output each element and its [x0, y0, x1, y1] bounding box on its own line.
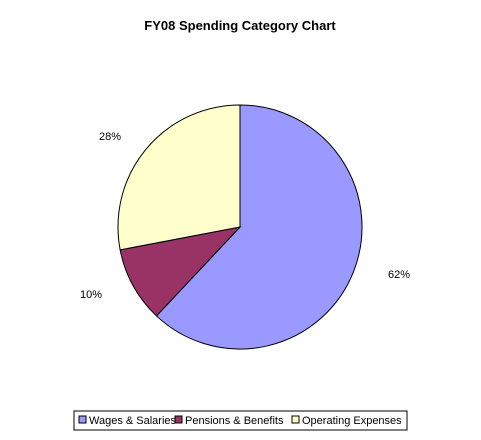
legend-label: Operating Expenses [302, 415, 402, 427]
chart-title: FY08 Spending Category Chart [144, 18, 336, 33]
legend-label: Pensions & Benefits [185, 415, 284, 427]
legend-swatch [174, 415, 183, 424]
legend-swatch [78, 415, 87, 424]
legend: Wages & Salaries Pensions & Benefits Opera… [73, 410, 408, 431]
pie-slice-pensions-benefits [119, 226, 242, 317]
slice-percent-label: 10% [80, 289, 102, 301]
slice-percent-label: 28% [99, 131, 121, 143]
pie-slice-wages-salaries [155, 104, 363, 350]
slice-percent-label: 62% [388, 269, 410, 281]
pie-slice-operating-expenses [117, 104, 241, 251]
pie-slices [117, 104, 363, 350]
legend-frame [73, 410, 408, 431]
slice-labels: 62% 10% 28% [80, 131, 410, 301]
legend-swatch [291, 415, 300, 424]
legend-label: Wages & Salaries [89, 415, 177, 427]
